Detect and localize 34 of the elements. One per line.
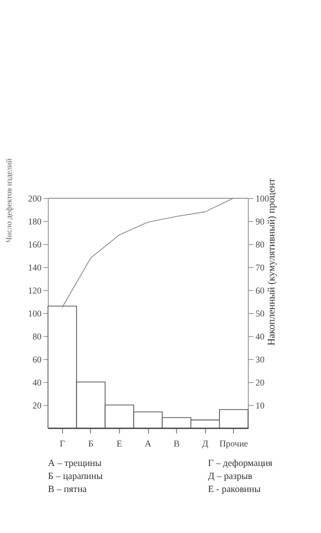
text: А – трещины <box>48 459 102 469</box>
text: Б – царапины <box>48 472 104 482</box>
y-tick-label: 40 <box>32 378 42 388</box>
y-tick-label: 200 <box>28 194 42 204</box>
y2-tick-label: 80 <box>256 240 265 250</box>
y-tick-label: 120 <box>28 286 42 296</box>
x-tick-label: Б <box>88 438 94 448</box>
y-tick-label: 160 <box>28 240 42 250</box>
x-tick-label: А <box>144 438 152 448</box>
y2-tick-label: 50 <box>256 308 265 318</box>
y2-tick-label: 100 <box>256 194 270 204</box>
y2-tick-label: 10 <box>256 400 265 410</box>
y2-tick-label: 30 <box>256 354 265 364</box>
y2-tick-label: 90 <box>256 216 265 226</box>
x-tick-label: Д <box>202 438 208 448</box>
x-tick-label: Г <box>60 438 65 448</box>
y2-tick-label: 40 <box>256 332 265 342</box>
y-axis-title: Число дефектов изделий <box>4 158 14 242</box>
y2-tick-label: 20 <box>256 378 265 388</box>
text: Д – разрыв <box>208 472 253 482</box>
x-tick-label: Прочие <box>219 438 248 448</box>
y2-tick-label: 60 <box>256 286 265 296</box>
text: В – пятна <box>48 485 88 495</box>
x-tick-label: Е <box>116 438 123 448</box>
y-tick-label: 20 <box>32 400 42 410</box>
x-tick-label: В <box>174 438 180 448</box>
y2-tick-label: 70 <box>256 262 265 272</box>
y-tick-label: 140 <box>28 262 42 272</box>
y-tick-label: 180 <box>28 216 42 226</box>
y-tick-label: 100 <box>28 308 42 318</box>
y-tick-label: 60 <box>32 354 42 364</box>
text: Е - раковины <box>208 485 262 495</box>
y-tick-label: 80 <box>32 332 42 342</box>
text: Г – деформация <box>208 459 273 469</box>
